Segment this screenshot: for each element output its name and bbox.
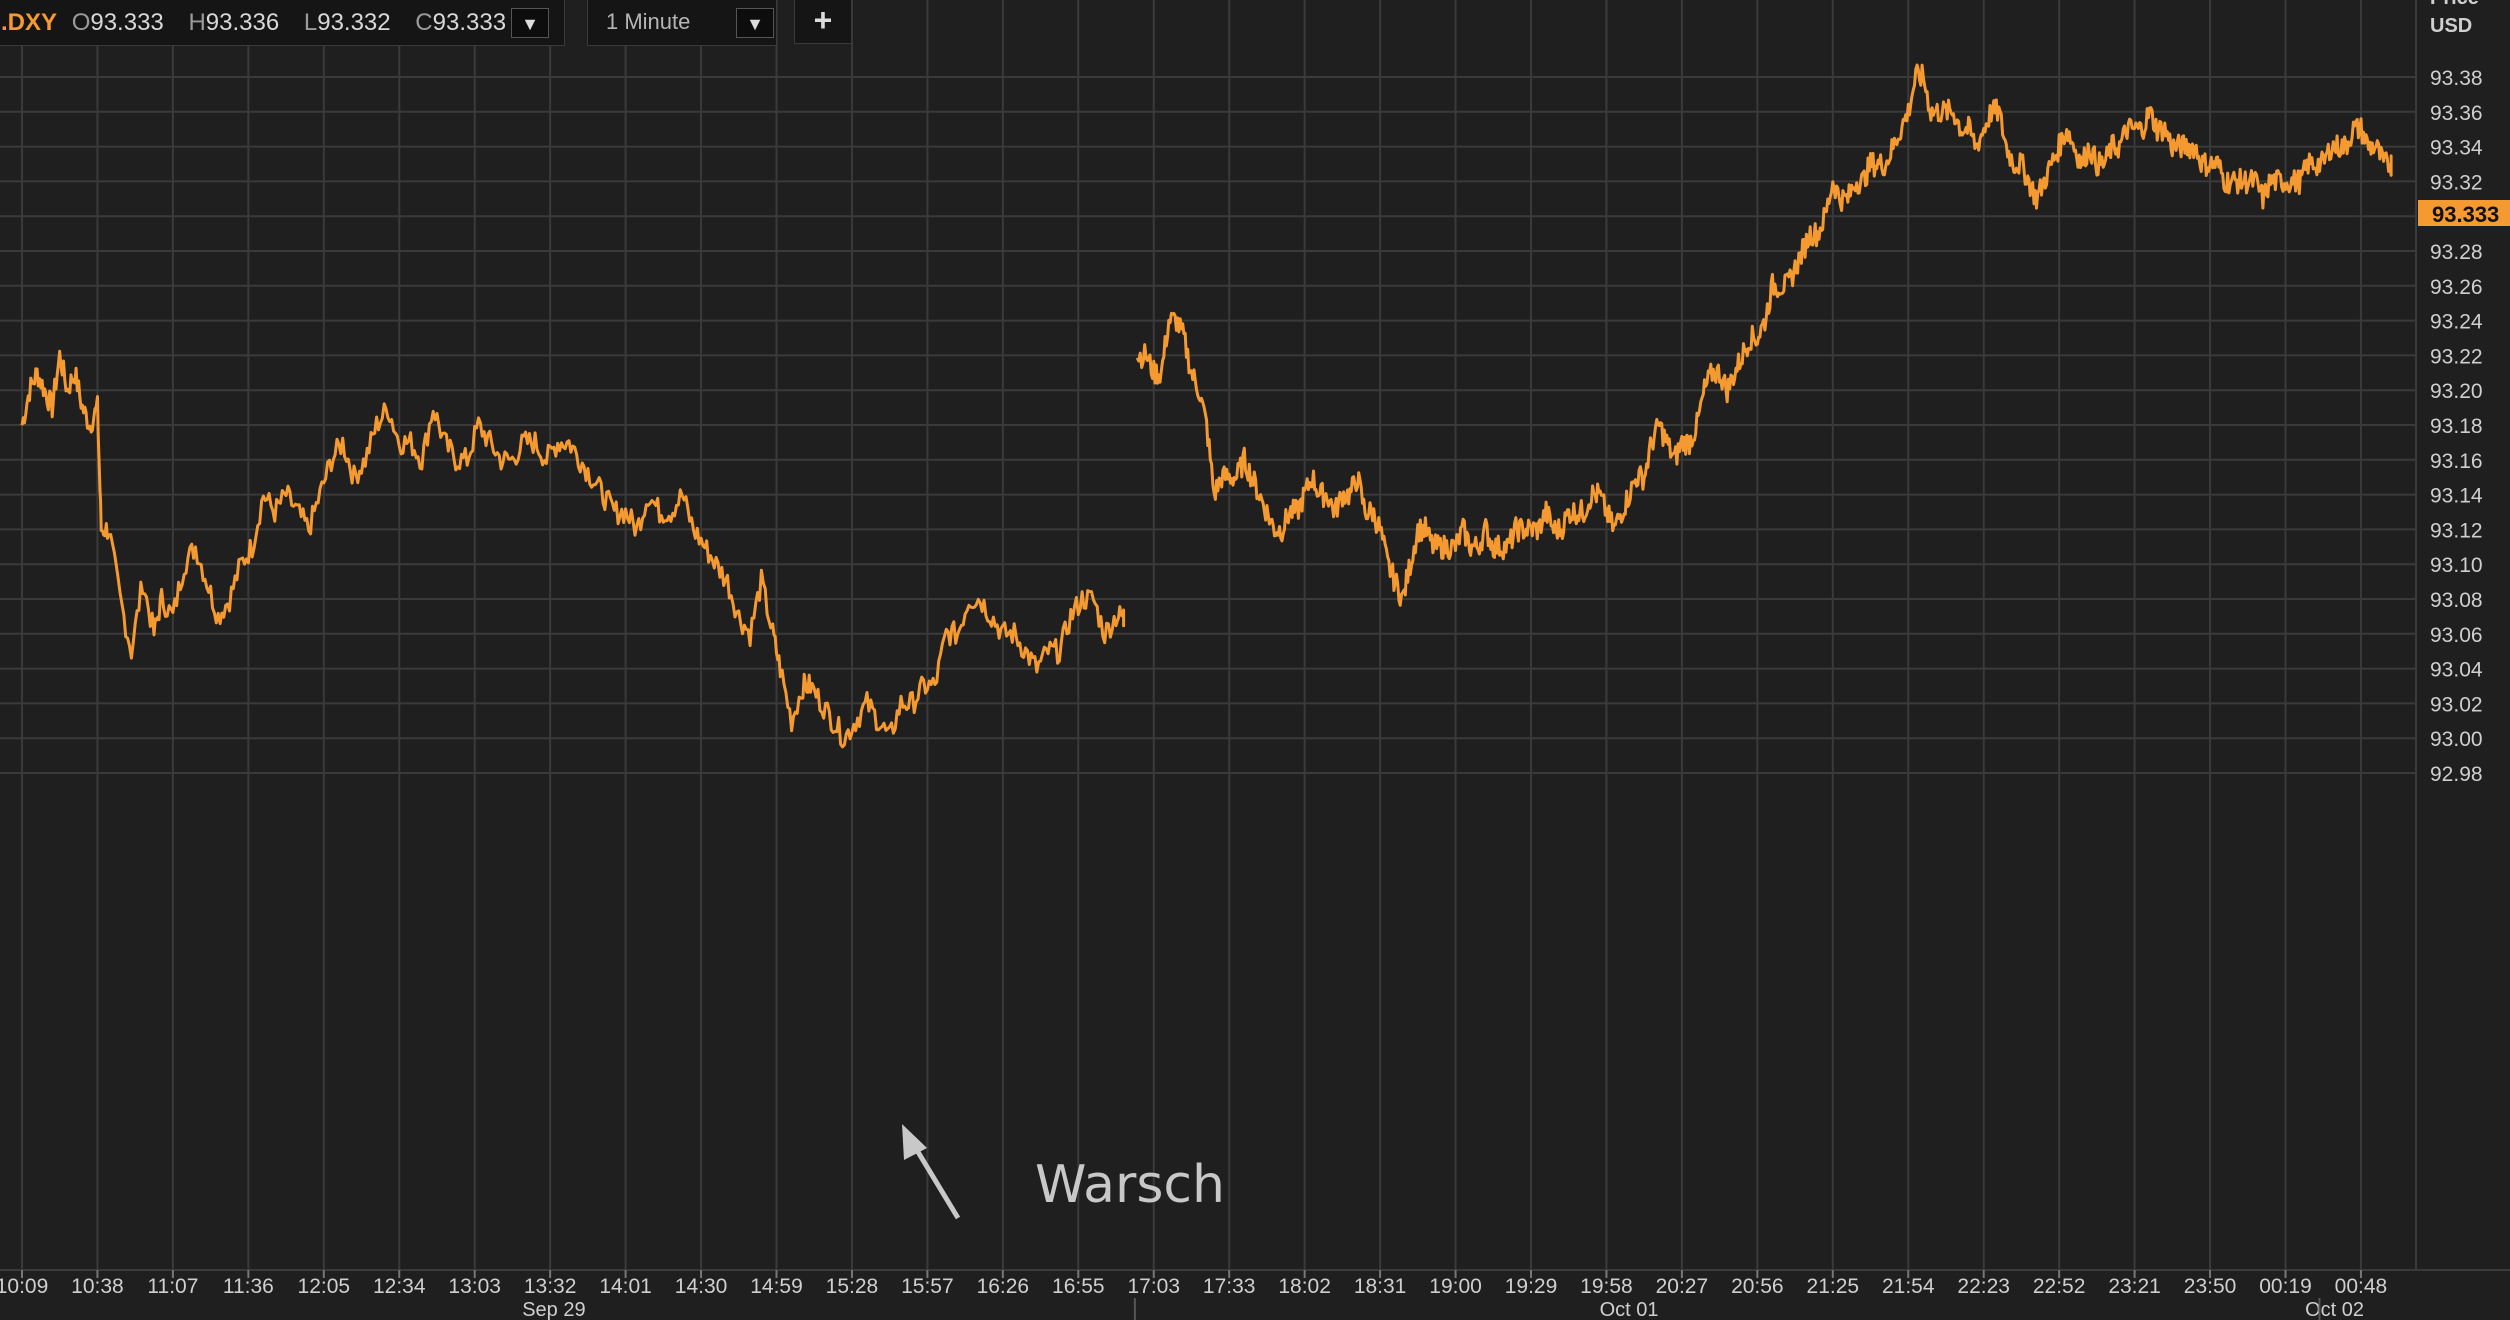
last-price-marker: 93.333 <box>2418 200 2510 227</box>
x-tick-label: 14:01 <box>599 1275 652 1298</box>
y-axis: 93.3893.3693.3493.3293.3093.2893.2693.24… <box>2430 67 2483 786</box>
date-label: Oct 02 <box>2305 1299 2364 1320</box>
last-price-value: 93.333 <box>2432 202 2499 227</box>
triangle-down-icon: ▼ <box>521 14 539 34</box>
annotation: Warsch <box>902 1124 1225 1220</box>
x-tick-label: 23:50 <box>2184 1275 2237 1298</box>
symbol-ticker[interactable]: .DXY <box>1 9 58 36</box>
y-tick-label: 93.00 <box>2430 728 2483 751</box>
y-tick-label: 93.20 <box>2430 380 2483 403</box>
x-tick-label: 21:25 <box>1807 1275 1860 1298</box>
add-button[interactable]: + <box>794 0 852 44</box>
x-tick-label: 17:03 <box>1127 1275 1180 1298</box>
close-label: C <box>415 9 433 36</box>
y-tick-label: 93.26 <box>2430 276 2483 299</box>
x-tick-label: 22:23 <box>1957 1275 2010 1298</box>
price-axis-label: Price <box>2430 0 2479 9</box>
open-label: O <box>71 9 91 36</box>
x-tick-label: 10:09 <box>0 1275 48 1298</box>
x-tick-label: 20:56 <box>1731 1275 1784 1298</box>
open-value: 93.333 <box>90 9 164 36</box>
high-value: 93.336 <box>205 9 280 36</box>
y-tick-label: 93.32 <box>2430 171 2483 194</box>
x-tick-label: 19:29 <box>1505 1275 1558 1298</box>
y-tick-label: 93.36 <box>2430 102 2483 125</box>
grid-lines <box>0 0 2416 1270</box>
x-tick-label: 23:21 <box>2108 1275 2161 1298</box>
x-tick-label: 15:57 <box>901 1275 954 1298</box>
high-label: H <box>188 9 206 36</box>
x-tick-label: 18:02 <box>1278 1275 1331 1298</box>
x-axis: 10:09 10:38 11:07 11:36 12:05 12:34 13:03 13:32… <box>0 1270 2387 1320</box>
x-tick-label: 17:33 <box>1203 1275 1256 1298</box>
plus-icon: + <box>813 2 833 38</box>
x-tick-label: 15:28 <box>826 1275 879 1298</box>
x-tick-label: 12:34 <box>373 1275 426 1298</box>
ohlc-readout: .DXY O93.333 H93.336 L93.332 C93.333 <box>1 8 506 38</box>
x-tick-label: 20:27 <box>1656 1275 1709 1298</box>
triangle-down-icon: ▼ <box>746 14 764 34</box>
x-tick-label: 14:59 <box>750 1275 803 1298</box>
low-value: 93.332 <box>317 9 391 36</box>
arrow-icon <box>909 1140 961 1220</box>
x-tick-label: 13:32 <box>524 1275 577 1298</box>
y-tick-label: 93.02 <box>2430 693 2483 716</box>
x-tick-label: 11:36 <box>223 1275 274 1298</box>
y-tick-label: 93.24 <box>2430 311 2483 334</box>
y-tick-label: 93.38 <box>2430 67 2483 90</box>
last-price-badge <box>2418 200 2510 226</box>
x-tick-label: 13:03 <box>448 1275 501 1298</box>
y-tick-label: 93.34 <box>2430 137 2483 160</box>
symbol-box[interactable]: .DXY O93.333 H93.336 L93.332 C93.333 ▼ <box>0 0 565 46</box>
interval-value: 1 Minute <box>606 9 691 34</box>
low-label: L <box>303 9 318 36</box>
x-tick-label: 14:30 <box>675 1275 728 1298</box>
y-tick-label: 93.08 <box>2430 589 2483 612</box>
interval-dropdown-button[interactable]: ▼ <box>736 8 774 38</box>
x-tick-label: 16:55 <box>1052 1275 1105 1298</box>
date-label: Oct 01 <box>1600 1299 1659 1320</box>
x-tick-label: 16:26 <box>977 1275 1030 1298</box>
y-tick-label: 92.98 <box>2430 763 2483 786</box>
x-tick-label: 11:07 <box>147 1275 198 1298</box>
y-tick-label: 93.12 <box>2430 519 2483 542</box>
y-tick-label: 93.10 <box>2430 554 2483 577</box>
x-tick-label: 21:54 <box>1882 1275 1935 1298</box>
price-line-segment <box>1135 63 2393 607</box>
close-value: 93.333 <box>432 9 507 36</box>
date-label: Sep 29 <box>522 1299 585 1320</box>
x-tick-label: 19:00 <box>1429 1275 1482 1298</box>
y-tick-label: 93.22 <box>2430 345 2483 368</box>
arrow-head <box>902 1124 927 1160</box>
y-tick-label: 93.18 <box>2430 415 2483 438</box>
interval-select[interactable]: 1 Minute ▼ <box>587 0 777 46</box>
x-tick-label: 00:19 <box>2259 1275 2312 1298</box>
price-line-segment <box>20 349 1126 749</box>
symbol-dropdown-button[interactable]: ▼ <box>511 8 549 38</box>
x-tick-label: 10:38 <box>71 1275 124 1298</box>
price-series <box>20 63 2393 749</box>
currency-axis-label: USD <box>2430 15 2472 37</box>
y-tick-label: 93.28 <box>2430 241 2483 264</box>
y-tick-label: 93.16 <box>2430 450 2483 473</box>
x-tick-label: 00:48 <box>2335 1275 2388 1298</box>
y-tick-label: 93.14 <box>2430 485 2483 508</box>
x-tick-label: 19:58 <box>1580 1275 1633 1298</box>
x-tick-label: 22:52 <box>2033 1275 2086 1298</box>
x-tick-label: 18:31 <box>1354 1275 1407 1298</box>
y-tick-label: 93.06 <box>2430 624 2483 647</box>
x-tick-label: 12:05 <box>298 1275 351 1298</box>
y-tick-label: 93.04 <box>2430 659 2483 682</box>
annotation-text: Warsch <box>1035 1155 1225 1215</box>
